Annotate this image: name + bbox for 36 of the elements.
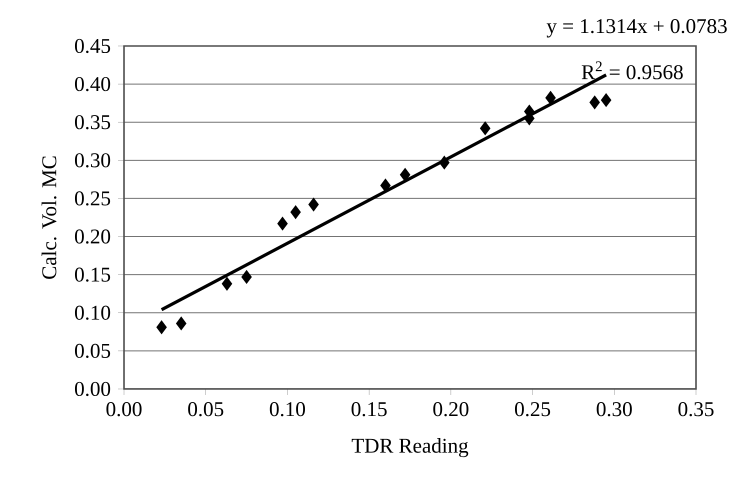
point xyxy=(176,316,186,330)
y-tick-label: 0.45 xyxy=(74,38,110,54)
x-tick-label: 0.20 xyxy=(433,402,468,416)
y-tick-label: 0.00 xyxy=(74,382,110,396)
y-tick-label: 0.25 xyxy=(74,191,110,206)
y-tick-label: 0.35 xyxy=(74,115,110,130)
point xyxy=(222,277,232,291)
y-tick-label: 0.20 xyxy=(74,229,110,244)
x-tick-label: 0.15 xyxy=(352,402,387,416)
point xyxy=(277,216,288,230)
y-axis-title: Calc. Vol. MC xyxy=(42,156,56,279)
point xyxy=(480,122,490,136)
x-tick-label: 0.05 xyxy=(188,402,224,416)
y-tick-label: 0.40 xyxy=(74,76,110,92)
point xyxy=(439,156,450,170)
text: y = 1.1314x + 0.0783 xyxy=(546,19,727,38)
y-tick-label: 0.05 xyxy=(74,344,110,358)
point xyxy=(156,320,167,334)
point xyxy=(308,198,319,212)
x-tick-label: 0.00 xyxy=(106,402,142,416)
y-tick-label: 0.10 xyxy=(74,306,110,320)
y-tick-label: 0.15 xyxy=(74,268,110,282)
point xyxy=(241,270,252,284)
x-tick-label: 0.25 xyxy=(514,402,550,416)
point xyxy=(545,91,556,105)
x-tick-label: 0.30 xyxy=(596,402,632,416)
x-axis-title: TDR Reading xyxy=(352,438,468,458)
point xyxy=(589,96,600,110)
x-tick-label: 0.10 xyxy=(270,402,305,416)
x-tick-label: 0.35 xyxy=(678,402,714,416)
point xyxy=(290,205,301,219)
point xyxy=(400,168,410,182)
y-tick-label: 0.30 xyxy=(74,153,110,168)
point xyxy=(600,93,612,107)
point xyxy=(380,178,391,192)
annotation: R$^{2}$ = 0.9568 xyxy=(582,61,683,80)
